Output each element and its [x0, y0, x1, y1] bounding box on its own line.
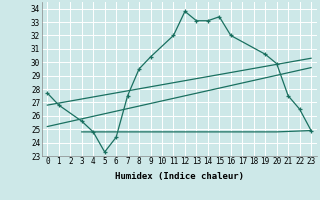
X-axis label: Humidex (Indice chaleur): Humidex (Indice chaleur)	[115, 172, 244, 181]
